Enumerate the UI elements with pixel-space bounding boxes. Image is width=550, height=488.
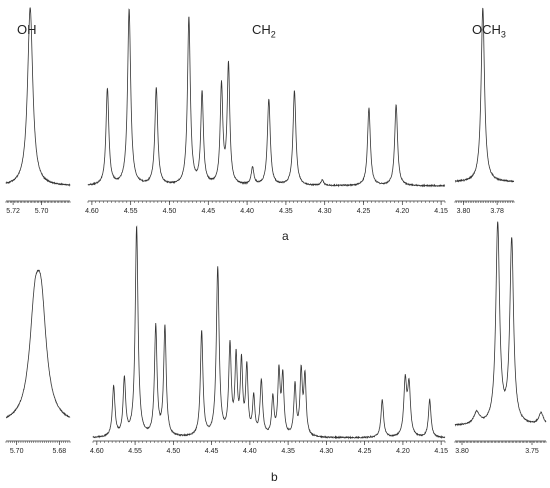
panel-b-label: b <box>271 470 278 484</box>
panel-a-ch2-tick-label: 4.60 <box>85 208 99 215</box>
panel-b-ch2-tick-label: 4.60 <box>90 448 104 455</box>
panel-b-oh-peak <box>40 324 42 326</box>
panel-b-oh-tick-label: 5.70 <box>10 448 24 455</box>
panel-b-och3-trace <box>454 221 547 427</box>
panel-a-och3-window: 3.80 3.78 <box>454 7 515 215</box>
panel-a-ch2-tick-label: 4.15 <box>434 208 448 215</box>
panel-a-oh-window: 5.72 5.70 <box>5 7 71 215</box>
oh-group-label: OH <box>17 22 37 37</box>
panel-a-oh-trace <box>5 7 71 187</box>
panel-a-ch2-trace <box>87 8 446 188</box>
panel-a-ch2-tick-label: 4.45 <box>201 208 215 215</box>
panel-a-och3-tick-label: 3.80 <box>457 208 471 215</box>
panel-a-och3-tick-label: 3.78 <box>490 208 504 215</box>
panel-b-ch2-tick-label: 4.25 <box>358 448 372 455</box>
panel-b-oh-peak <box>34 330 36 332</box>
panel-b-och3-tick-label: 3.80 <box>455 448 469 455</box>
panel-a-oh-tick-label: 5.72 <box>6 208 20 215</box>
panel-a-ch2-tick-label: 4.55 <box>124 208 138 215</box>
panel-b-och3-window: 3.80 3.75 <box>454 221 547 455</box>
panel-b-ch2-tick-label: 4.35 <box>281 448 295 455</box>
panel-b-ch2-tick-label: 4.55 <box>128 448 142 455</box>
panel-b-ch2-trace <box>92 225 446 440</box>
panel-b-ch2-tick-label: 4.20 <box>396 448 410 455</box>
panel-b-ch2-tick-label: 4.15 <box>434 448 448 455</box>
panel-a-och3-trace <box>454 7 515 183</box>
panel-b-oh-tick-label: 5.68 <box>53 448 67 455</box>
panel-a-ch2-tick-label: 4.20 <box>396 208 410 215</box>
panel-b-ch2-tick-label: 4.45 <box>205 448 219 455</box>
panel-a-ch2-tick-label: 4.30 <box>318 208 332 215</box>
ch2-group-label: CH2 <box>252 22 276 40</box>
panel-a-ch2-tick-label: 4.25 <box>357 208 371 215</box>
panel-a-ch2-tick-label: 4.35 <box>279 208 293 215</box>
panel-b-ch2-tick-label: 4.40 <box>243 448 257 455</box>
panel-b-oh-trace <box>5 269 71 419</box>
och3-group-label: OCH3 <box>472 22 506 40</box>
panel-a-oh-tick-label: 5.70 <box>35 208 49 215</box>
panel-a-label: a <box>282 229 289 243</box>
panel-b-och3-tick-label: 3.75 <box>525 448 539 455</box>
panel-a-ch2-tick-label: 4.50 <box>163 208 177 215</box>
panel-b-ch2-tick-label: 4.30 <box>320 448 334 455</box>
panel-a-ch2-window: 4.60 4.55 4.50 4.45 4.40 4.35 4.30 4.25 4.20 4.15 <box>85 8 448 215</box>
panel-b-oh-window: 5.70 5.68 <box>5 269 71 455</box>
panel-a-ch2-tick-label: 4.40 <box>240 208 254 215</box>
panel-b-ch2-window: 4.60 4.55 4.50 4.45 4.40 4.35 4.30 4.25 4.20 4.15 <box>90 225 448 455</box>
panel-b-ch2-tick-label: 4.50 <box>167 448 181 455</box>
